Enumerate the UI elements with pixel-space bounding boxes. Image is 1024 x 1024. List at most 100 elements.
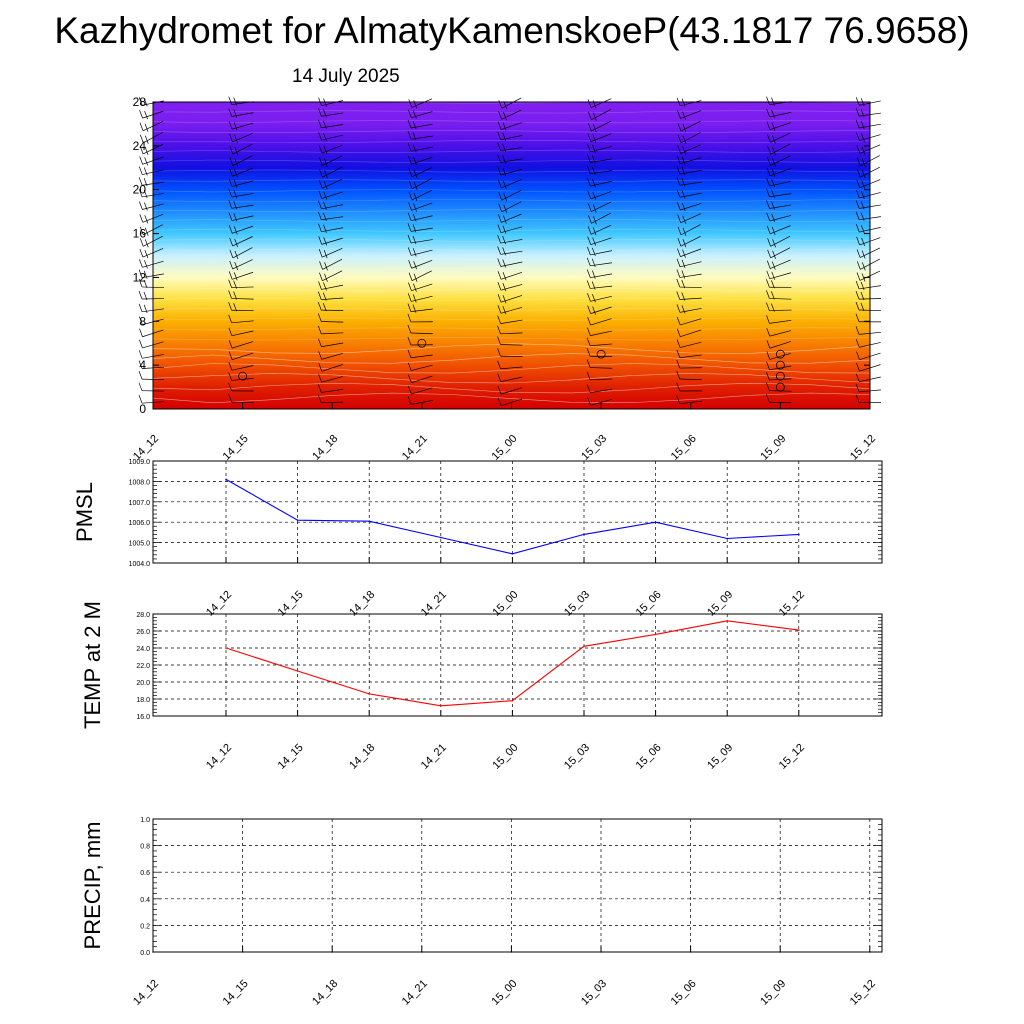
wind-barb <box>767 235 791 248</box>
x-tick-label: 15_12 <box>777 742 807 772</box>
wind-barb <box>586 348 613 357</box>
x-tick-label: 15_06 <box>669 978 699 1008</box>
wind-barb <box>228 200 254 210</box>
wind-barb <box>767 143 791 156</box>
wind-barb <box>407 234 433 245</box>
x-tick-label: 15_03 <box>562 742 592 772</box>
wind-barb <box>317 313 344 323</box>
temp-ylabel: TEMP at 2 M <box>80 601 105 729</box>
wind-barb <box>766 121 791 131</box>
wind-barb <box>586 359 613 369</box>
x-tick-label: 14_15 <box>221 433 251 463</box>
wind-barb <box>318 363 343 372</box>
wind-barb <box>497 325 523 335</box>
wind-barb <box>587 178 612 188</box>
wind-barb <box>408 190 432 202</box>
wind-barb <box>587 293 612 303</box>
wind-barb <box>497 246 523 256</box>
y-tick-label: 0.8 <box>140 844 150 851</box>
wind-barb <box>677 110 702 120</box>
wind-barb <box>586 371 613 381</box>
y-tick-label: 1.0 <box>140 817 150 824</box>
wind-barb <box>229 155 253 167</box>
pmsl-data-point <box>368 520 371 522</box>
pmsl-data-point <box>726 537 728 540</box>
wind-barb <box>676 349 702 359</box>
wind-barb <box>766 188 792 198</box>
wind-barb <box>228 372 254 381</box>
y-tick-label: 0.0 <box>140 950 150 957</box>
wind-barb <box>407 324 433 335</box>
wind-barb <box>407 362 433 371</box>
wind-barb <box>228 212 254 222</box>
wind-barb <box>228 302 254 312</box>
pmsl-data-point <box>296 519 299 521</box>
contour-line <box>152 343 871 354</box>
wind-barb <box>586 384 613 394</box>
wind-barb <box>407 336 433 346</box>
wind-barb <box>766 351 792 360</box>
wind-barb <box>766 177 792 188</box>
calm-marker <box>775 360 785 370</box>
wind-barb <box>766 361 792 371</box>
wind-barb <box>497 121 523 131</box>
wind-barb <box>228 393 254 404</box>
wind-barb <box>498 109 522 121</box>
y-tick-label: 8 <box>139 314 146 328</box>
wind-barb <box>497 336 523 346</box>
temp-data-point <box>225 647 227 649</box>
x-tick-label: 14_21 <box>400 978 430 1008</box>
wind-barb <box>766 167 791 177</box>
y-tick-label: 1004.0 <box>129 561 151 568</box>
x-tick-label: 14_18 <box>347 742 377 772</box>
x-tick-label: 15_12 <box>848 433 878 463</box>
wind-barb <box>676 278 702 289</box>
temp-data-point <box>511 699 514 702</box>
y-tick-label: 1006.0 <box>129 520 151 527</box>
wind-barb <box>318 190 343 200</box>
wind-barb <box>586 337 613 347</box>
contour-line <box>152 327 871 331</box>
wind-barb <box>766 270 792 280</box>
x-tick-label: 15_09 <box>758 978 788 1008</box>
x-tick-label: 14_15 <box>276 742 306 772</box>
wind-barb <box>318 211 344 221</box>
wind-barb <box>229 167 253 178</box>
wind-barb <box>498 201 522 213</box>
wind-barb <box>319 166 343 179</box>
wind-barb <box>767 132 791 144</box>
wind-barb <box>318 144 343 155</box>
y-tick-label: 20.0 <box>136 680 150 687</box>
wind-barb <box>228 178 254 188</box>
contour-line <box>152 228 871 232</box>
contour-line <box>152 258 871 262</box>
wind-barb <box>587 190 612 201</box>
x-tick-label: 15_03 <box>579 433 609 463</box>
wind-barb <box>766 340 791 349</box>
wind-barb <box>407 303 433 313</box>
chart-subtitle: 14 July 2025 <box>292 66 400 87</box>
wind-barb <box>676 258 702 268</box>
wind-barb <box>408 202 433 212</box>
wind-barb <box>229 236 253 248</box>
wind-barb <box>229 259 253 271</box>
x-tick-label: 15_00 <box>490 742 520 772</box>
wind-barb <box>497 360 523 370</box>
wind-barb <box>766 108 792 118</box>
wind-barb <box>228 271 254 281</box>
temp-data-point <box>296 670 299 672</box>
wind-barb <box>407 143 433 153</box>
wind-barb <box>767 247 791 259</box>
wind-barb <box>319 155 343 167</box>
contour-line <box>152 110 871 114</box>
wind-barb <box>229 133 253 144</box>
wind-barb <box>407 119 433 130</box>
wind-barb <box>408 374 433 384</box>
y-tick-label: 20 <box>133 183 147 197</box>
wind-barb <box>676 189 702 199</box>
y-tick-label: 1009.0 <box>129 459 151 466</box>
wind-barb <box>676 291 702 301</box>
calm-marker <box>596 349 606 359</box>
temp-data-point <box>798 629 800 631</box>
pmsl-data-point <box>225 478 227 481</box>
